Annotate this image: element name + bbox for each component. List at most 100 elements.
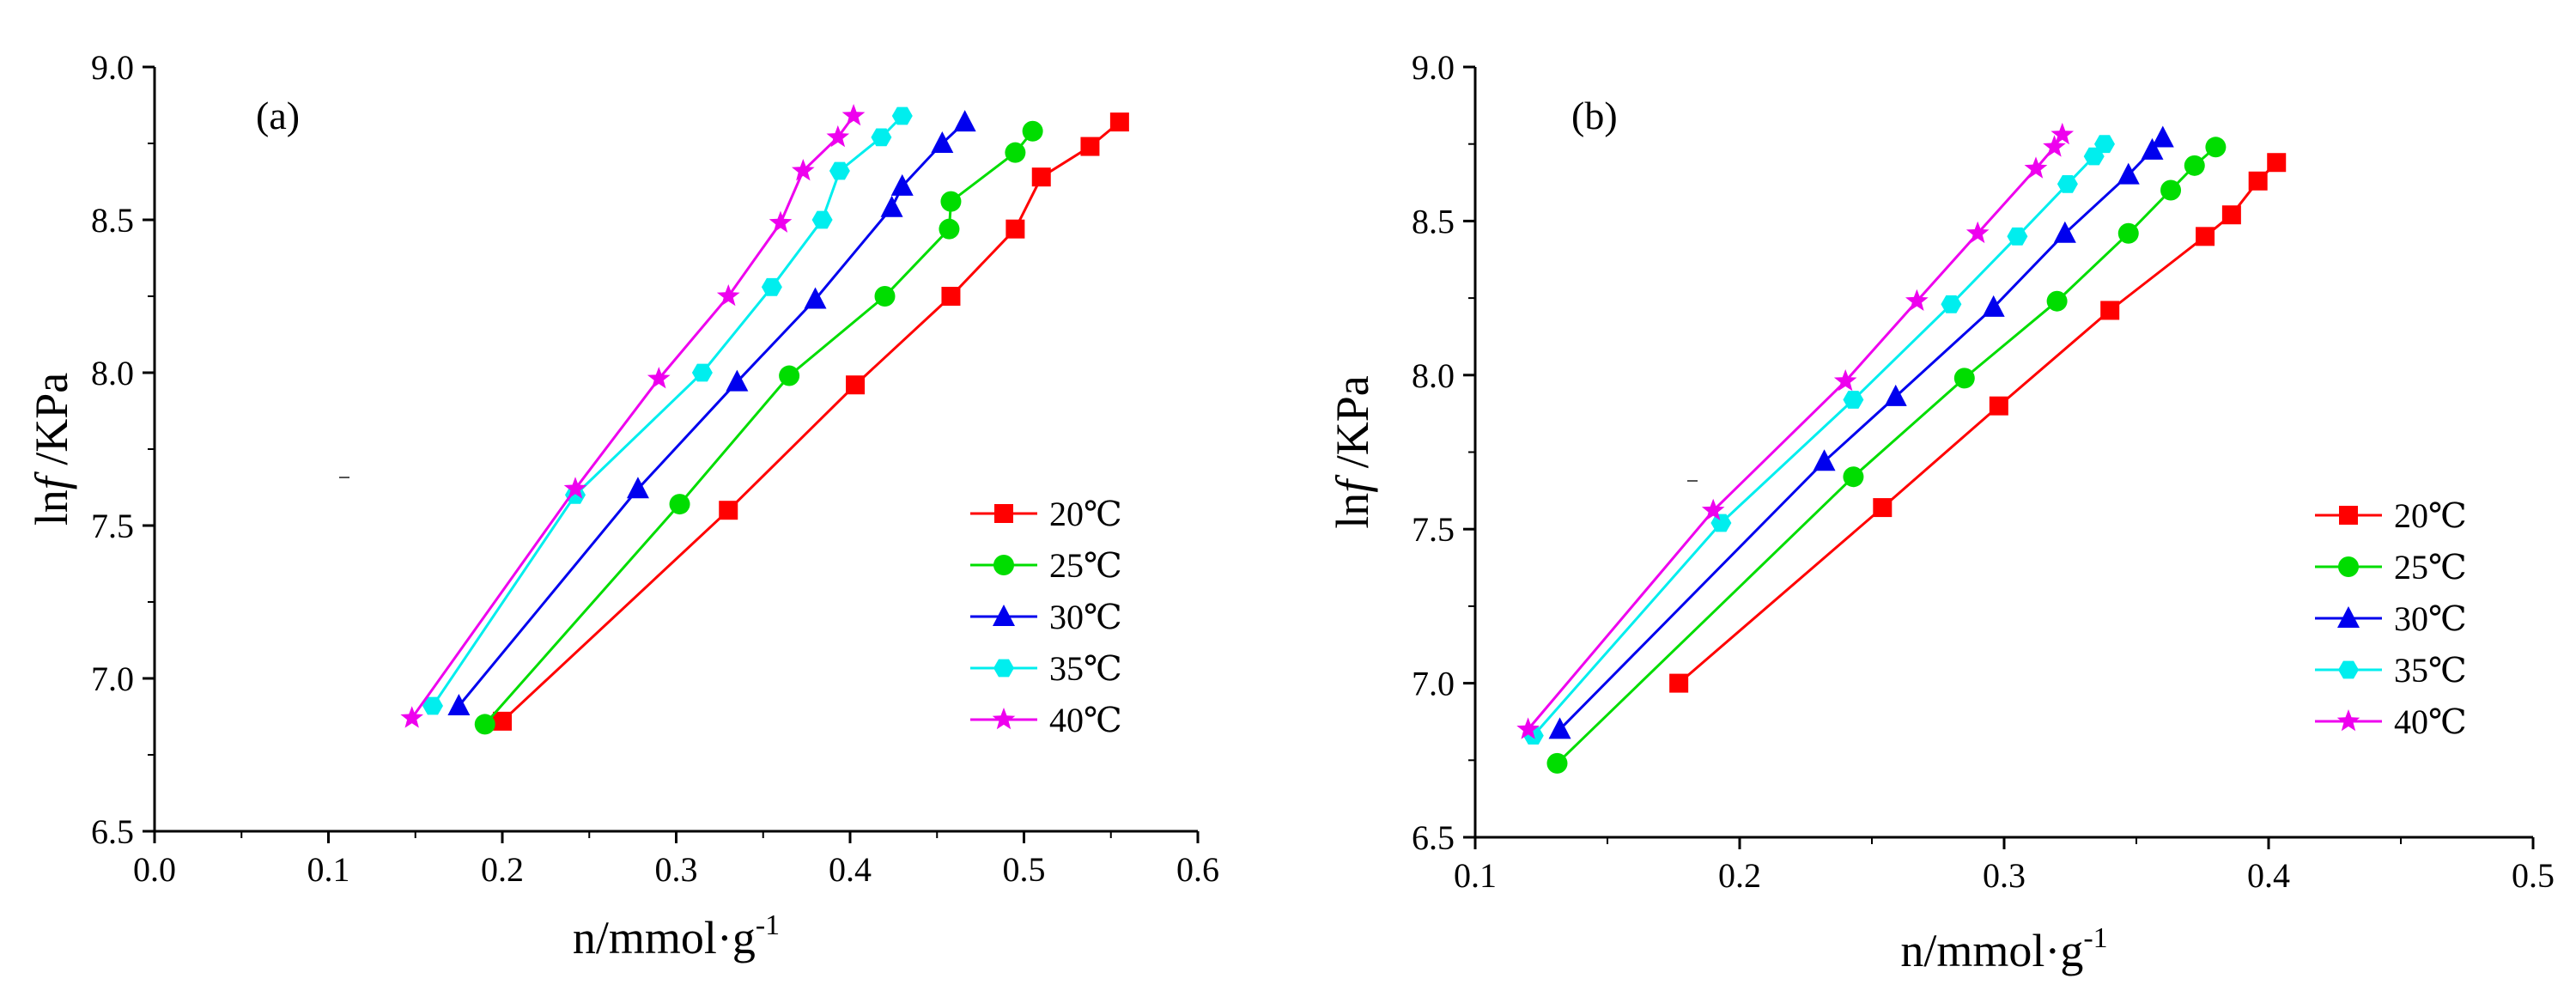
data-point [400,706,423,728]
data-point [939,218,960,240]
data-point [829,161,850,180]
data-point [2248,171,2268,191]
y-tick-label: 9.0 [1412,48,1455,87]
legend-label: 30℃ [1049,598,1122,636]
series-hexagon [1522,135,2115,745]
data-point [2024,156,2048,179]
legend-marker [2338,660,2359,679]
y-tick-label: 7.5 [91,507,134,545]
legend-label: 35℃ [1049,649,1122,688]
data-point [1884,384,1907,406]
data-point [422,696,443,715]
series-circle [474,120,1043,735]
legend: 20℃ 25℃ 30℃ 35℃ 40℃ [2315,496,2467,741]
legend-marker [993,605,1015,626]
data-point [2196,227,2215,246]
data-point [719,501,738,520]
data-point [2151,125,2174,148]
x-tick-label: 0.3 [1983,856,2026,895]
data-point [2160,179,2182,201]
series-circle [1546,137,2227,774]
y-tick-label: 8.5 [91,201,134,240]
legend-marker [992,708,1016,730]
data-point [769,210,793,233]
y-axis-title-suffix: /KPa [1327,375,1378,480]
series-triangle [1548,125,2174,739]
x-tick-label: 0.3 [655,850,698,889]
x-tick-label: 0.0 [133,850,176,889]
data-point [1843,466,1864,488]
data-point [626,477,649,499]
data-point [669,494,690,515]
data-point [1022,120,1043,142]
legend-marker [994,504,1013,523]
x-axis-title-text: n/mmol·g [1900,925,2083,976]
x-axis-title-text: n/mmol·g [573,912,756,963]
x-axis-title-superscript: -1 [2083,922,2107,954]
data-point [447,694,471,716]
x-tick-label: 0.4 [2247,856,2290,895]
legend-marker [2338,556,2359,577]
panel-label: (b) [1571,94,1618,137]
y-tick-label: 6.5 [1412,818,1455,857]
data-point [2094,135,2115,154]
data-point [2057,175,2078,193]
x-axis-title-superscript: -1 [756,909,780,941]
data-point [1833,369,1857,392]
legend-label: 25℃ [2394,548,2467,587]
data-point [1516,717,1540,739]
chart-panel-a: 0.0 0.1 0.2 0.3 0.4 0.5 0.6 6.5 7.0 7.5 8.0 8.5 9.0 n… [26,48,1219,963]
legend-label: 35℃ [2394,651,2467,690]
data-point [563,477,587,499]
data-point [1710,514,1732,532]
data-point [1548,717,1571,739]
data-point [871,128,892,147]
data-point [841,104,866,126]
data-point [761,277,782,296]
y-tick-label: 7.5 [1412,510,1455,549]
data-point [2100,301,2120,320]
legend-label: 20℃ [2394,496,2467,535]
data-point [1941,295,1962,313]
data-point [2221,205,2241,225]
data-point [846,375,866,395]
data-point [647,367,671,389]
data-point [811,210,833,229]
data-point [2053,221,2076,243]
data-point [874,286,896,307]
data-point [1701,498,1725,520]
x-tick-label: 0.2 [481,850,524,889]
data-point [1546,752,1568,774]
data-point [880,195,903,217]
series-square [1669,153,2287,693]
x-tick-label: 0.6 [1176,850,1219,889]
data-point [1843,391,1864,409]
y-tick-label: 7.0 [1412,665,1455,703]
y-axis-title-text: ln [26,489,77,526]
data-point [826,125,850,148]
legend-marker [2336,709,2360,732]
data-point [2205,137,2227,158]
data-point [890,173,914,196]
data-point [716,284,740,307]
legend-marker [2339,506,2358,525]
data-point [1005,219,1025,239]
data-point [1873,498,1893,518]
y-axis-title: lnf /KPa [1327,375,1378,529]
data-point [804,287,827,309]
data-point [2050,122,2075,145]
x-tick-label: 0.4 [829,850,872,889]
legend-marker [993,555,1014,575]
x-tick-label: 0.5 [2512,856,2555,895]
data-point [1989,396,2008,416]
data-point [1982,295,2005,317]
series-line [483,130,1034,726]
data-point [940,191,962,212]
data-point [953,110,976,132]
data-point [2117,222,2139,244]
data-point [565,486,586,504]
panel-label: (a) [256,94,300,137]
y-axis-title-suffix: /KPa [26,373,77,477]
